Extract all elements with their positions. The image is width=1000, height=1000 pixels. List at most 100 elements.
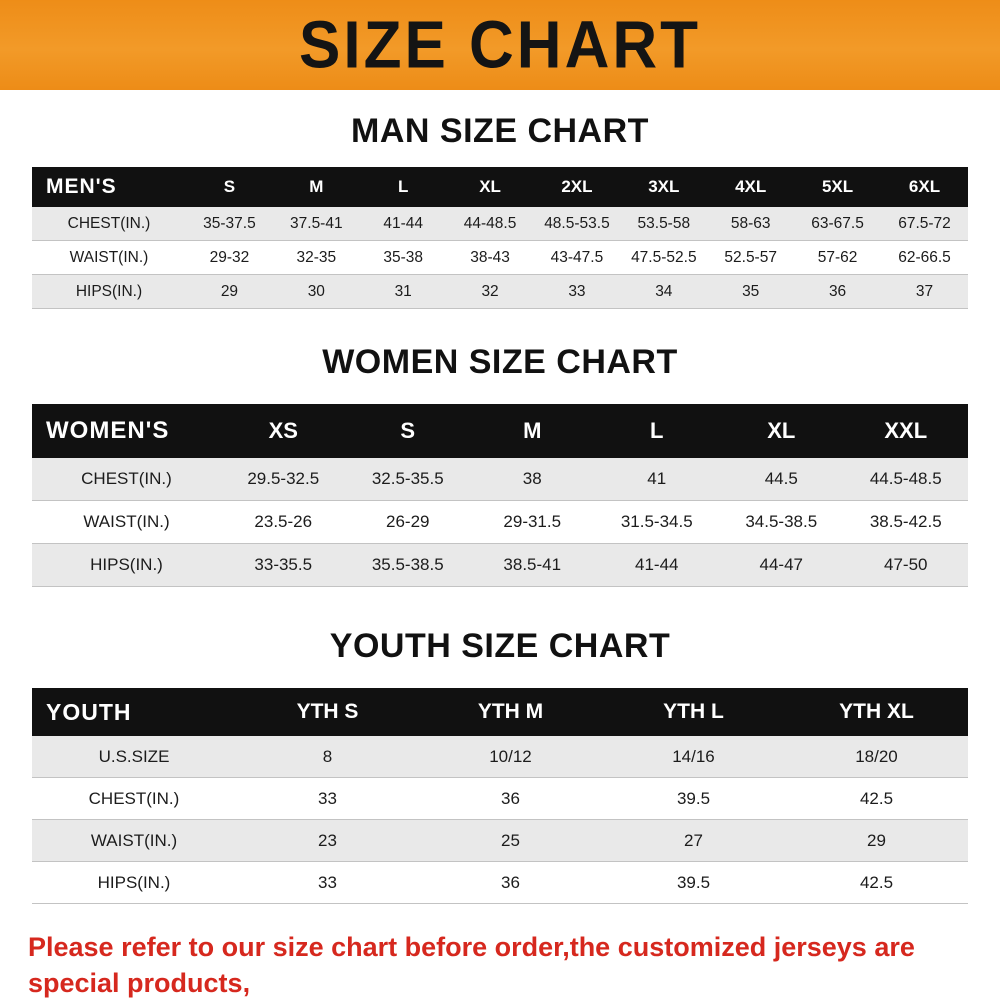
size-cell: 41 <box>647 469 667 488</box>
size-cell: 29 <box>867 830 886 850</box>
size-cell: 33-35.5 <box>254 555 313 574</box>
row-label: CHEST(IN.) <box>67 214 151 232</box>
size-cell: 35-37.5 <box>203 214 256 232</box>
size-cell: 57-62 <box>817 248 858 266</box>
man-size-chart-heading: MAN SIZE CHART <box>351 112 649 150</box>
size-cell: 39.5 <box>676 872 711 892</box>
column-header: 5XL <box>794 167 881 207</box>
size-table: YOUTH YTH S YTH M YTH L YTH XL U.S.SIZE 8 10/12… <box>32 688 968 904</box>
size-cell: 38.5-42.5 <box>869 512 942 531</box>
column-header: 3XL <box>620 167 708 207</box>
row-label: WAIST(IN.) <box>83 512 170 531</box>
size-cell: 42.5 <box>859 872 894 892</box>
size-cell: 31.5-34.5 <box>620 512 693 531</box>
column-header: M <box>272 167 360 207</box>
table-title-cell: YOUTH <box>32 688 236 736</box>
size-cell: 67.5-72 <box>898 214 951 232</box>
women-size-chart-heading: WOMEN SIZE CHART <box>322 343 678 381</box>
size-cell: 36 <box>501 788 520 808</box>
size-cell: 37.5-41 <box>290 214 343 232</box>
footer-disclaimer: Please refer to our size chart before or… <box>0 930 1000 1000</box>
table-row: WAIST(IN.) 29-32 32-35 35-38 38-43 43-47.5 47.… <box>32 240 968 275</box>
size-cell: 53.5-58 <box>637 214 691 232</box>
column-header: S <box>186 167 273 207</box>
size-cell: 23 <box>318 830 337 850</box>
size-cell: 44.5-48.5 <box>869 469 942 488</box>
size-cell: 23.5-26 <box>254 512 313 531</box>
row-label: HIPS(IN.) <box>90 555 163 574</box>
size-cell: 32.5-35.5 <box>371 469 444 488</box>
size-cell: 36 <box>501 872 520 892</box>
size-cell: 8 <box>322 746 333 766</box>
size-cell: 62-66.5 <box>898 248 951 266</box>
size-cell: 44-47 <box>759 555 803 574</box>
column-header: L <box>594 404 719 458</box>
size-cell: 30 <box>307 282 325 300</box>
table-row: HIPS(IN.) 33-35.5 35.5-38.5 38.5-41 41-44 44-… <box>32 543 968 587</box>
size-cell: 47.5-52.5 <box>631 248 697 266</box>
table-title-cell: WOMEN'S <box>32 404 221 458</box>
table-row: WAIST(IN.) 23 25 27 29 <box>32 819 968 862</box>
size-cell: 38-43 <box>470 248 510 266</box>
column-header: 6XL <box>881 167 968 207</box>
womens-size-table: WOMEN'S XS S M L XL XXL CHEST(IN.) 29.5-32.5 32.5… <box>0 404 1000 587</box>
size-cell: 47-50 <box>884 555 928 574</box>
size-table: MEN'S S M L XL 2XL 3XL 4XL 5XL 6XL CHEST(IN.) 35-37… <box>32 167 968 309</box>
size-cell: 43-47.5 <box>550 248 604 266</box>
size-cell: 32-35 <box>296 248 337 266</box>
size-cell: 35-38 <box>383 248 424 266</box>
column-header: YTH L <box>602 688 785 736</box>
row-label: WAIST(IN.) <box>69 248 149 266</box>
size-cell: 44.5 <box>764 469 798 488</box>
size-cell: 29.5-32.5 <box>247 469 320 488</box>
youth-size-chart-heading: YOUTH SIZE CHART <box>329 627 671 665</box>
row-label: CHEST(IN.) <box>81 469 172 488</box>
size-cell: 14/16 <box>672 746 715 766</box>
table-row: CHEST(IN.) 33 36 39.5 42.5 <box>32 777 968 820</box>
size-cell: 33 <box>568 282 586 300</box>
row-label: WAIST(IN.) <box>90 830 178 850</box>
size-cell: 25 <box>501 830 520 850</box>
row-label: HIPS(IN.) <box>97 872 171 892</box>
size-cell: 63-67.5 <box>811 214 864 232</box>
mens-size-table: MEN'S S M L XL 2XL 3XL 4XL 5XL 6XL CHEST(IN.) 35-37… <box>0 167 1000 309</box>
column-header: YTH XL <box>785 688 968 736</box>
size-cell: 33 <box>318 872 337 892</box>
table-row: HIPS(IN.) 33 36 39.5 42.5 <box>32 861 968 904</box>
row-label: U.S.SIZE <box>98 746 170 766</box>
size-cell: 39.5 <box>676 788 711 808</box>
column-header: M <box>470 404 595 458</box>
size-cell: 38.5-41 <box>503 555 562 574</box>
size-cell: 41-44 <box>383 214 424 232</box>
table-row: HIPS(IN.) 29 30 31 32 33 34 35 36 37 <box>32 274 968 309</box>
size-cell: 31 <box>394 282 412 300</box>
table-row: WAIST(IN.) 23.5-26 26-29 29-31.5 31.5-34.5 34… <box>32 500 968 544</box>
column-header: YTH M <box>419 688 602 736</box>
size-cell: 38 <box>522 469 542 488</box>
size-cell: 48.5-53.5 <box>544 214 610 232</box>
size-cell: 34.5-38.5 <box>745 512 818 531</box>
size-cell: 27 <box>684 830 703 850</box>
column-header: S <box>345 404 470 458</box>
size-cell: 35 <box>742 282 760 300</box>
size-chart-banner: SIZE CHART <box>0 0 1000 90</box>
column-header: 2XL <box>533 167 621 207</box>
size-cell: 36 <box>828 282 847 300</box>
size-cell: 35.5-38.5 <box>371 555 444 574</box>
column-header: XL <box>446 167 534 207</box>
row-label: CHEST(IN.) <box>88 788 180 808</box>
size-cell: 33 <box>318 788 337 808</box>
youth-size-table: YOUTH YTH S YTH M YTH L YTH XL U.S.SIZE 8 10/12… <box>0 688 1000 904</box>
table-row: CHEST(IN.) 29.5-32.5 32.5-35.5 38 41 44.5 44.5… <box>32 458 968 501</box>
size-cell: 29-32 <box>209 248 250 266</box>
size-cell: 58-63 <box>730 214 771 232</box>
size-cell: 41-44 <box>635 555 679 574</box>
table-row: CHEST(IN.) 35-37.5 37.5-41 41-44 44-48.5 48.5… <box>32 207 968 241</box>
row-label: HIPS(IN.) <box>75 282 143 300</box>
size-cell: 44-48.5 <box>463 214 517 232</box>
size-cell: 32 <box>481 282 499 300</box>
size-chart-title: SIZE CHART <box>299 7 701 83</box>
column-header: XXL <box>843 404 968 458</box>
size-cell: 37 <box>915 282 934 300</box>
